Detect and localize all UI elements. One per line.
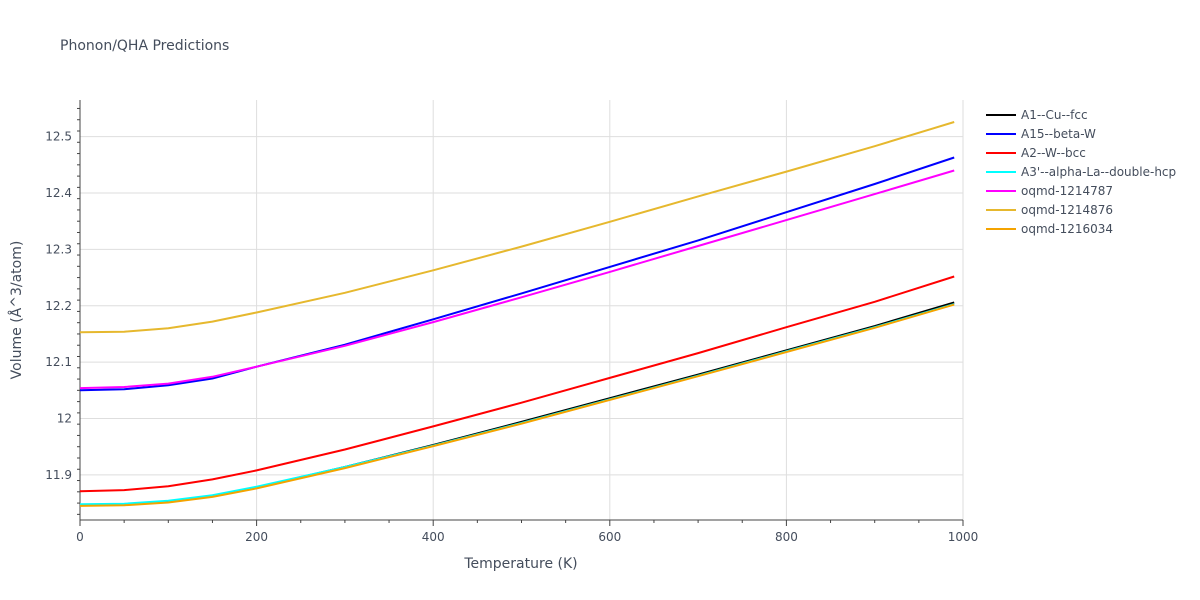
series-line-A15--beta-W[interactable] [79,156,955,392]
legend-label: A3'--alpha-La--double-hcp [1021,165,1176,179]
legend-item[interactable]: oqmd-1214787 [986,184,1113,198]
x-tick-label: 600 [598,530,621,544]
axes: 0 200 400 600 800 1000 11.9 12 12.1 12.2 12.3 12.4 1… [45,100,978,544]
y-tick-label: 12.2 [45,299,72,313]
x-tick-label: 0 [76,530,84,544]
y-tick-label: 12.4 [45,186,72,200]
legend[interactable]: A1--Cu--fcc A15--beta-W A2--W--bcc A3'--alp… [986,108,1176,236]
y-tick-label: 12.5 [45,130,72,144]
chart-title: Phonon/QHA Predictions [60,38,229,54]
y-tick-label: 11.9 [45,468,72,482]
series-line-oqmd-1214876[interactable] [79,121,955,334]
x-tick-label: 800 [775,530,798,544]
legend-label: A2--W--bcc [1021,146,1086,160]
legend-label: A1--Cu--fcc [1021,108,1088,122]
x-tick-label: 200 [245,530,268,544]
legend-item[interactable]: A1--Cu--fcc [986,108,1088,122]
legend-label: oqmd-1214876 [1021,203,1113,217]
series-lines [79,121,955,507]
legend-item[interactable]: A15--beta-W [986,127,1096,141]
legend-label: oqmd-1214787 [1021,184,1113,198]
y-axis-title: Volume (Å^3/atom) [8,241,25,380]
grid [80,100,964,520]
legend-item[interactable]: oqmd-1214876 [986,203,1113,217]
series-line-oqmd-1216034[interactable] [79,303,955,507]
y-tick-label: 12.3 [45,242,72,256]
series-line-oqmd-1214787[interactable] [79,169,955,390]
legend-item[interactable]: A3'--alpha-La--double-hcp [986,165,1176,179]
y-tick-label: 12 [57,412,72,426]
x-axis-title: Temperature (K) [463,556,577,572]
y-tick-label: 12.1 [45,355,72,369]
legend-item[interactable]: oqmd-1216034 [986,222,1113,236]
legend-label: oqmd-1216034 [1021,222,1113,236]
legend-item[interactable]: A2--W--bcc [986,146,1086,160]
x-tick-label: 1000 [948,530,979,544]
x-tick-label: 400 [422,530,445,544]
legend-label: A15--beta-W [1021,127,1096,141]
series-line-A2--W--bcc[interactable] [79,275,955,493]
